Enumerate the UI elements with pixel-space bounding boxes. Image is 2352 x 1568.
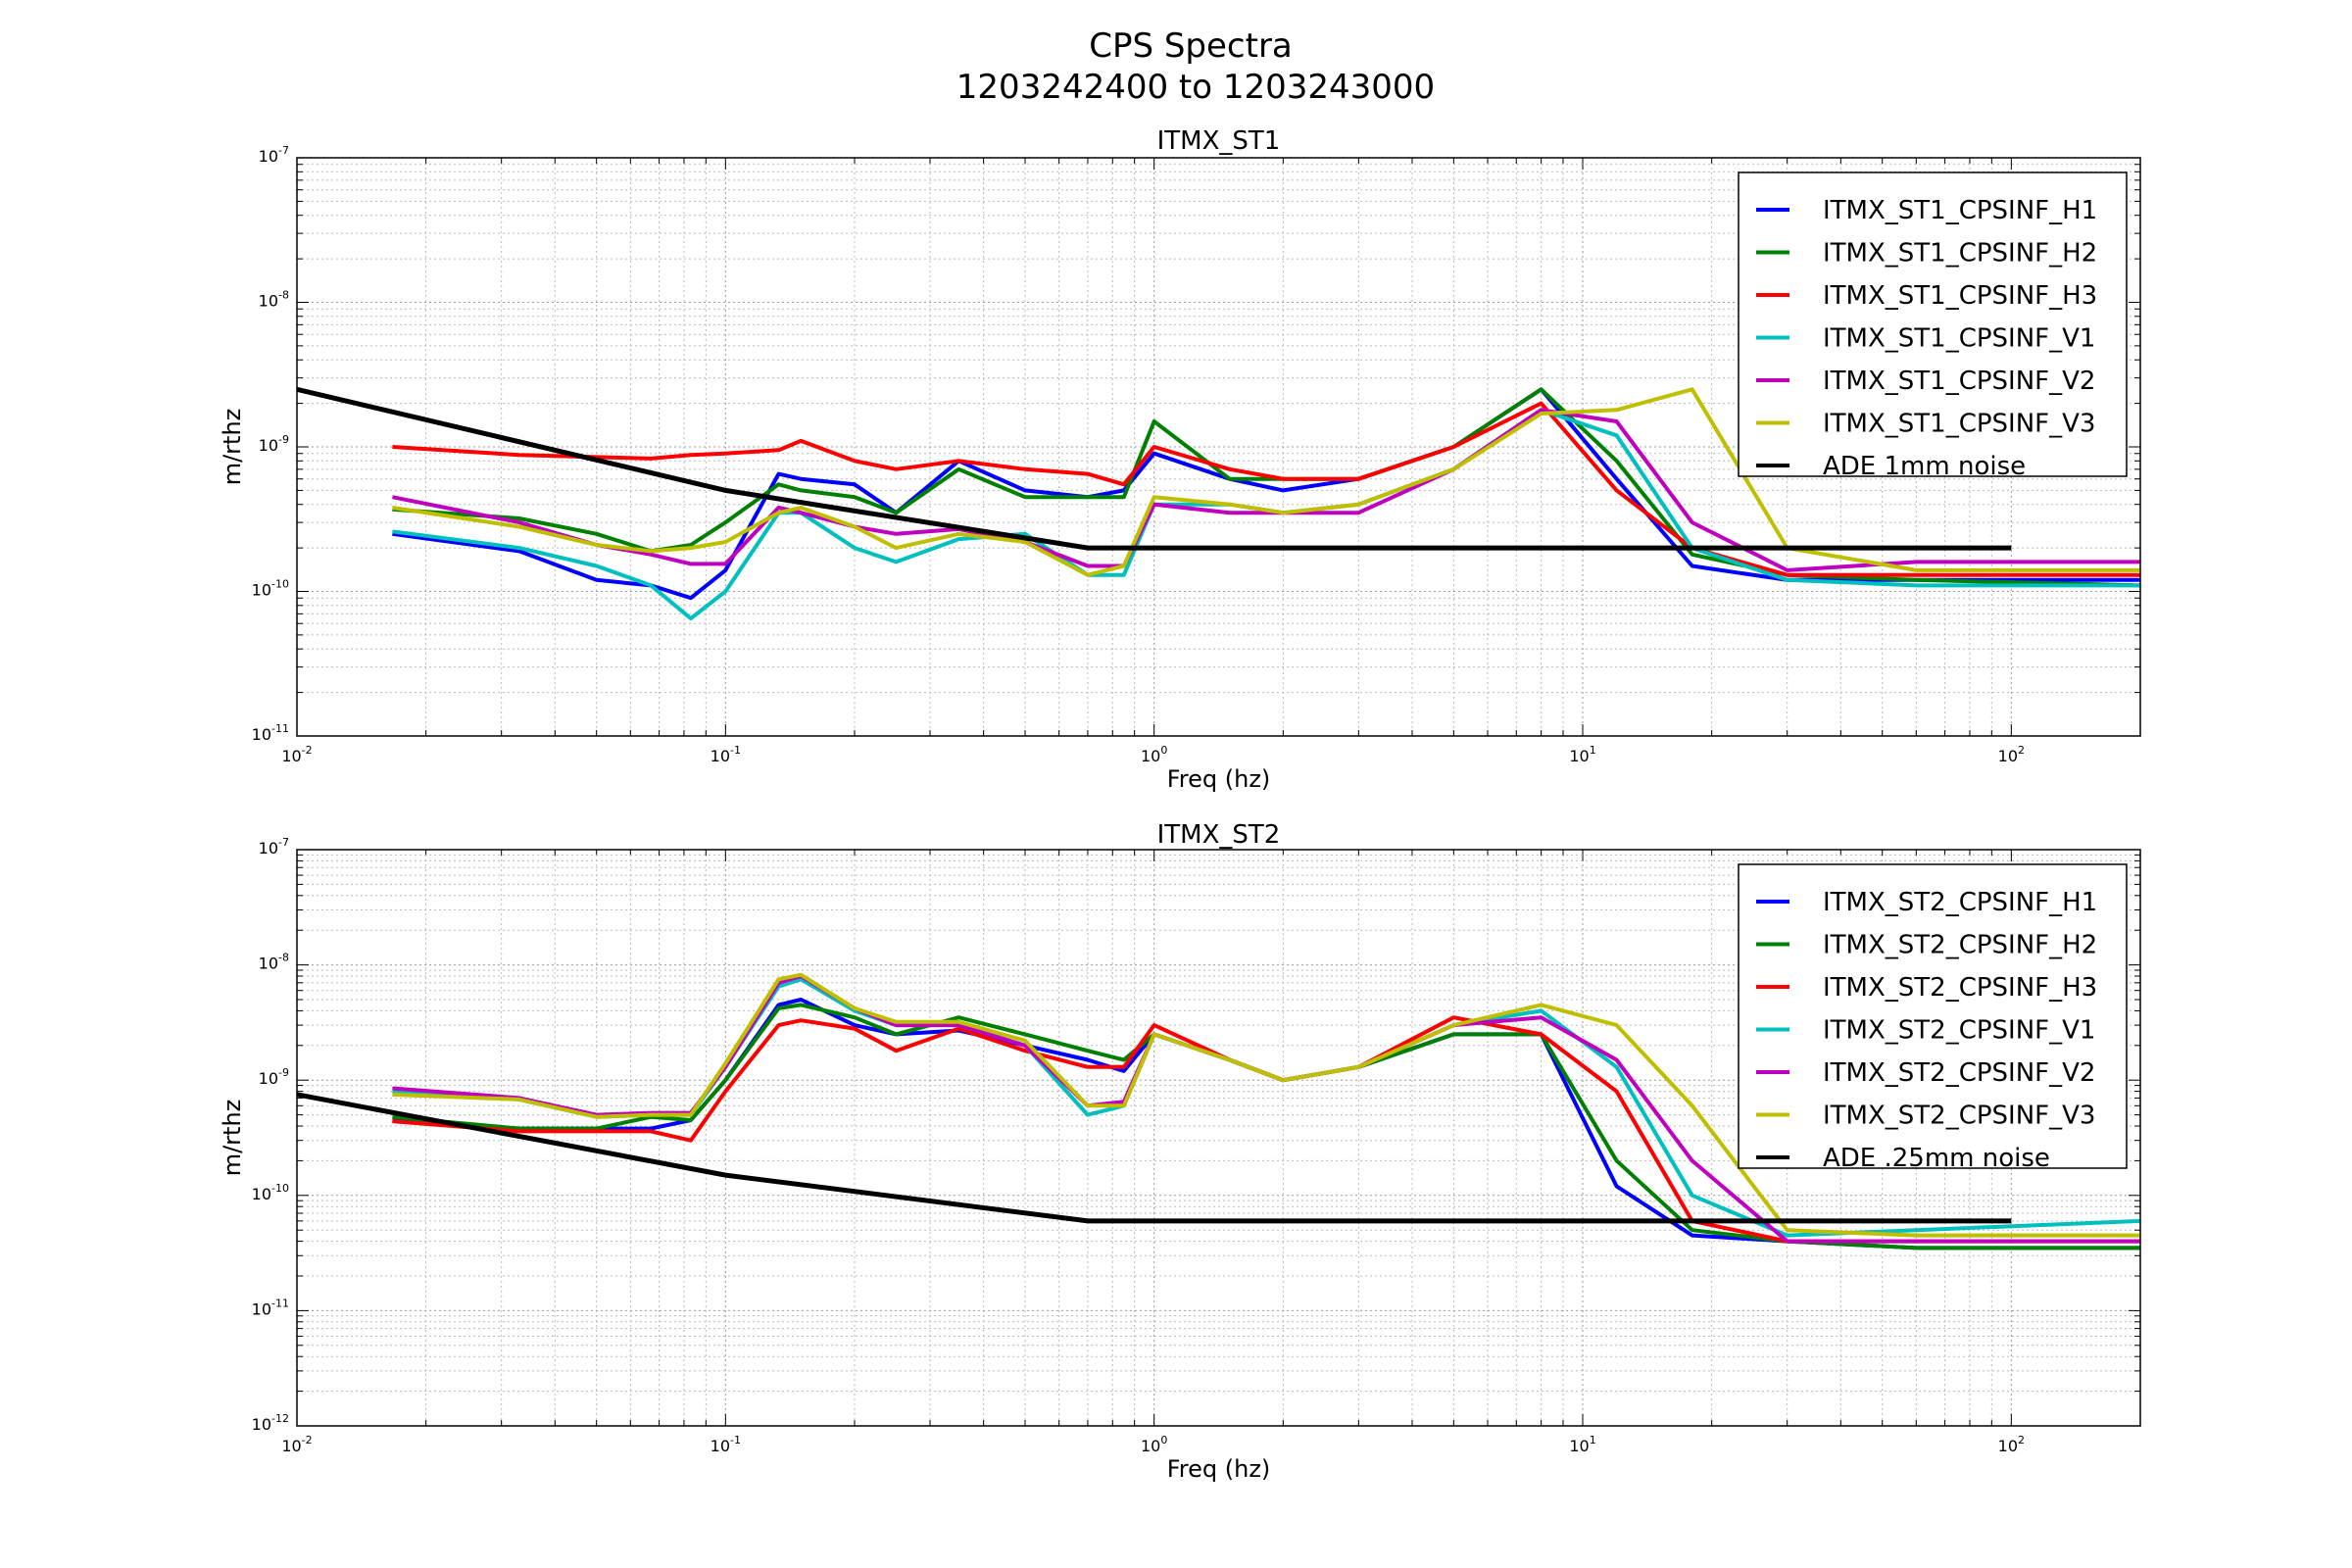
noise-line — [297, 386, 2012, 551]
x-axis-label: Freq (hz) — [1167, 1455, 1271, 1483]
legend-label: ITMX_ST1_CPSINF_V1 — [1823, 324, 2095, 354]
series-line-itmx_st1_cpsinf_h2 — [392, 387, 2140, 588]
y-axis-label: m/rthz — [219, 1100, 246, 1177]
legend: ITMX_ST1_CPSINF_H1 ITMX_ST1_CPSINF_H2 ITMX… — [1738, 172, 2128, 481]
x-tick-label: 102 — [1998, 744, 2025, 765]
x-tick-label: 10-1 — [710, 744, 741, 765]
y-tick-label: 10-7 — [259, 836, 289, 858]
legend-label: ITMX_ST1_CPSINF_H1 — [1823, 196, 2097, 225]
series-line-itmx_st2_cpsinf_v3 — [392, 972, 2140, 1238]
y-tick-label: 10-10 — [252, 1182, 289, 1203]
x-tick-label: 101 — [1569, 744, 1595, 765]
legend-label: ITMX_ST1_CPSINF_V2 — [1823, 367, 2095, 396]
legend-label: ITMX_ST2_CPSINF_V1 — [1823, 1016, 2095, 1046]
legend-label: ITMX_ST2_CPSINF_V2 — [1823, 1058, 2095, 1088]
subplot-title: ITMX_ST2 — [1157, 820, 1281, 850]
x-tick-label: 100 — [1141, 744, 1167, 765]
y-tick-label: 10-8 — [259, 289, 289, 311]
legend: ITMX_ST2_CPSINF_H1 ITMX_ST2_CPSINF_H2 ITMX… — [1738, 863, 2128, 1173]
x-axis-label: Freq (hz) — [1167, 765, 1271, 793]
legend-label: ADE .25mm noise — [1823, 1144, 2050, 1173]
legend-label: ITMX_ST2_CPSINF_H1 — [1823, 888, 2097, 917]
series-line-itmx_st2_cpsinf_h3 — [392, 1015, 2140, 1244]
legend-label: ADE 1mm noise — [1823, 452, 2026, 481]
series-line-itmx_st1_cpsinf_v3 — [392, 387, 2140, 577]
legend-label: ITMX_ST2_CPSINF_V3 — [1823, 1102, 2095, 1131]
y-tick-label: 10-11 — [252, 722, 289, 744]
series-group — [297, 972, 2140, 1250]
x-tick-label: 10-1 — [710, 1434, 741, 1455]
y-tick-label: 10-9 — [259, 1066, 289, 1088]
x-tick-label: 10-2 — [281, 1434, 312, 1455]
series-line-itmx_st2_cpsinf_h2 — [392, 1003, 2140, 1250]
legend-label: ITMX_ST2_CPSINF_H3 — [1823, 973, 2097, 1003]
y-tick-label: 10-7 — [259, 144, 289, 166]
itmx-st1-plot: 10-2 10-1 100 101 102 10-11 10-10 10-9 10-8 10-7 I… — [219, 126, 2141, 793]
legend-box — [1738, 172, 2128, 477]
y-tick-label: 10-12 — [252, 1412, 289, 1434]
legend-box — [1738, 863, 2128, 1169]
y-tick-label: 10-8 — [259, 952, 289, 973]
x-tick-label: 10-2 — [281, 744, 312, 765]
itmx-st2-plot: 10-2 10-1 100 101 102 10-12 10-11 10-10 10-9 10-8… — [219, 820, 2141, 1483]
x-tick-label: 102 — [1998, 1434, 2025, 1455]
subplot-title: ITMX_ST1 — [1157, 126, 1281, 156]
noise-line — [297, 1092, 2012, 1224]
series-group — [297, 386, 2140, 621]
figure-title: CPS Spectra — [1089, 26, 1293, 66]
axes-frame — [296, 849, 2141, 1427]
legend-label: ITMX_ST1_CPSINF_H3 — [1823, 281, 2097, 311]
x-tick-label: 100 — [1141, 1434, 1167, 1455]
figure-subtitle: 1203242400 to 1203243000 — [956, 68, 1435, 107]
axes-frame — [296, 157, 2141, 737]
y-tick-label: 10-9 — [259, 433, 289, 455]
legend-label: ITMX_ST2_CPSINF_H2 — [1823, 931, 2097, 960]
series-line-itmx_st1_cpsinf_h3 — [392, 401, 2140, 577]
y-axis-label: m/rthz — [219, 409, 246, 486]
legend-label: ITMX_ST1_CPSINF_V3 — [1823, 410, 2095, 439]
y-tick-label: 10-11 — [252, 1297, 289, 1318]
series-line-itmx_st1_cpsinf_v2 — [392, 408, 2140, 572]
x-tick-label: 101 — [1569, 1434, 1595, 1455]
y-tick-label: 10-10 — [252, 578, 289, 600]
legend-label: ITMX_ST1_CPSINF_H2 — [1823, 239, 2097, 269]
